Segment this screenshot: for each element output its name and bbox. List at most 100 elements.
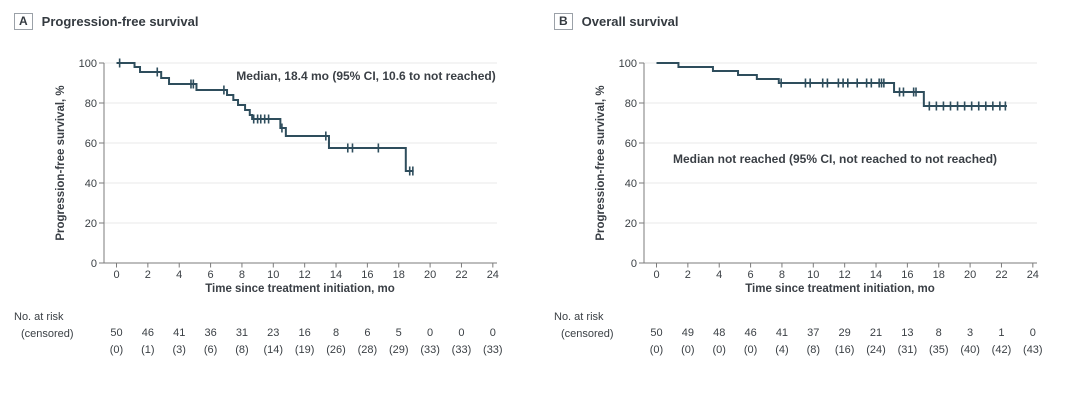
median-annotation: Median, 18.4 mo (95% CI, 10.6 to not rea… — [236, 69, 496, 83]
survival-curve — [656, 62, 1007, 107]
x-axis-label: Time since treatment initiation, mo — [745, 283, 935, 295]
x-tick-label: 16 — [901, 269, 913, 281]
y-tick-label: 60 — [625, 138, 637, 150]
at-risk-count: 0 — [458, 327, 465, 339]
censored-count: (43) — [1023, 344, 1043, 356]
at-risk-count: 41 — [775, 327, 789, 339]
y-tick-label: 60 — [85, 138, 97, 150]
x-tick-label: 18 — [393, 269, 405, 281]
at-risk-counts-row: 50 49 48 46 41 37 29 21 13 8 3 1 0 — [540, 327, 1080, 341]
y-tick-label: 0 — [91, 258, 97, 270]
at-risk-count: 23 — [267, 327, 280, 339]
panel-title-row: B Overall survival — [554, 13, 679, 30]
censored-count: (3) — [172, 344, 186, 356]
x-tick-label: 8 — [239, 269, 245, 281]
censored-count: (33) — [451, 344, 472, 356]
at-risk-count: 16 — [298, 327, 311, 339]
censored-count: (1) — [141, 344, 155, 356]
censored-counts-row: (0) (0) (0) (0) (4) (8) (16) (24) (31) (35) (40) (4… — [540, 344, 1080, 358]
censored-count: (16) — [834, 344, 855, 356]
censored-label: (censored) — [561, 328, 614, 340]
at-risk-count: 37 — [807, 327, 820, 339]
at-risk-count: 50 — [110, 327, 123, 339]
x-tick-label: 10 — [267, 269, 279, 281]
censored-count: (4) — [775, 344, 789, 356]
x-tick-label: 6 — [748, 269, 754, 281]
at-risk-count: 21 — [869, 327, 883, 339]
median-annotation: Median not reached (95% CI, not reached … — [672, 152, 998, 166]
panel-title: Overall survival — [581, 14, 679, 29]
panel-overall-survival: B Overall survival 0 20 40 60 80 100 0 2 4 6 8 10 12… — [540, 0, 1080, 400]
x-tick-label: 20 — [964, 269, 976, 281]
panel-letter-badge: A — [14, 13, 33, 30]
censored-count: (33) — [483, 344, 503, 356]
censored-count: (28) — [357, 344, 378, 356]
x-axis-label: Time since treatment initiation, mo — [205, 283, 395, 295]
censored-label: (censored) — [21, 328, 74, 340]
at-risk-count: 49 — [681, 327, 694, 339]
at-risk-label: No. at risk — [554, 311, 604, 323]
censored-count: (29) — [388, 344, 409, 356]
y-tick-label: 20 — [625, 218, 637, 230]
panel-letter-badge: B — [554, 13, 573, 30]
censored-count: (33) — [420, 344, 440, 356]
at-risk-count: 48 — [713, 327, 726, 339]
at-risk-count: 31 — [235, 327, 249, 339]
at-risk-count: 0 — [427, 327, 434, 339]
censored-count: (0) — [712, 344, 726, 356]
at-risk-label: No. at risk — [14, 311, 64, 323]
at-risk-count: 46 — [744, 327, 757, 339]
x-tick-label: 0 — [653, 269, 659, 281]
y-tick-label: 40 — [625, 178, 637, 190]
censored-count: (0) — [649, 344, 664, 356]
y-tick-label: 100 — [79, 58, 97, 70]
censored-count: (42) — [991, 344, 1012, 356]
x-tick-label: 0 — [113, 269, 119, 281]
y-tick-label: 0 — [631, 258, 637, 270]
y-axis-label: Progression-free survival, % — [595, 85, 607, 241]
censored-count: (31) — [897, 344, 918, 356]
y-tick-label: 100 — [619, 58, 637, 70]
at-risk-count: 0 — [489, 327, 496, 339]
x-tick-label: 14 — [330, 269, 342, 281]
x-tick-label: 12 — [839, 269, 851, 281]
censored-count: (6) — [203, 344, 218, 356]
x-tick-label: 2 — [685, 269, 691, 281]
x-tick-label: 4 — [716, 269, 722, 281]
at-risk-count: 8 — [935, 327, 942, 339]
at-risk-count: 6 — [364, 327, 371, 339]
censored-count: (26) — [326, 344, 346, 356]
censored-count: (19) — [294, 344, 315, 356]
y-tick-label: 40 — [85, 178, 97, 190]
censored-count: (40) — [960, 344, 980, 356]
censored-counts-row: (0) (1) (3) (6) (8) (14) (19) (26) (28) (29) (33) (… — [0, 344, 540, 358]
panel-progression-free-survival: A Progression-free survival 0 20 40 60 80 100… — [0, 13, 540, 358]
at-risk-count: 29 — [838, 327, 851, 339]
x-tick-label: 16 — [361, 269, 373, 281]
at-risk-counts-row: 50 46 41 36 31 23 16 8 6 5 0 0 0 — [0, 327, 540, 341]
at-risk-count: 46 — [141, 327, 154, 339]
x-tick-label: 18 — [933, 269, 945, 281]
x-tick-label: 2 — [145, 269, 151, 281]
x-tick-label: 24 — [1027, 269, 1039, 281]
y-tick-label: 80 — [85, 98, 97, 110]
panel-title-row: A Progression-free survival — [14, 13, 198, 30]
at-risk-count: 41 — [173, 327, 186, 339]
censored-count: (8) — [235, 344, 249, 356]
at-risk-count: 8 — [332, 327, 340, 339]
panel-title: Progression-free survival — [41, 14, 199, 29]
at-risk-count: 1 — [998, 327, 1005, 339]
censored-count: (24) — [866, 344, 886, 356]
censored-count: (0) — [743, 344, 758, 356]
at-risk-count: 36 — [204, 327, 217, 339]
x-tick-label: 4 — [176, 269, 182, 281]
x-tick-label: 12 — [299, 269, 311, 281]
at-risk-count: 5 — [395, 327, 402, 339]
y-tick-label: 20 — [85, 218, 97, 230]
at-risk-count: 13 — [901, 327, 914, 339]
x-tick-label: 20 — [424, 269, 436, 281]
censored-count: (35) — [928, 344, 949, 356]
